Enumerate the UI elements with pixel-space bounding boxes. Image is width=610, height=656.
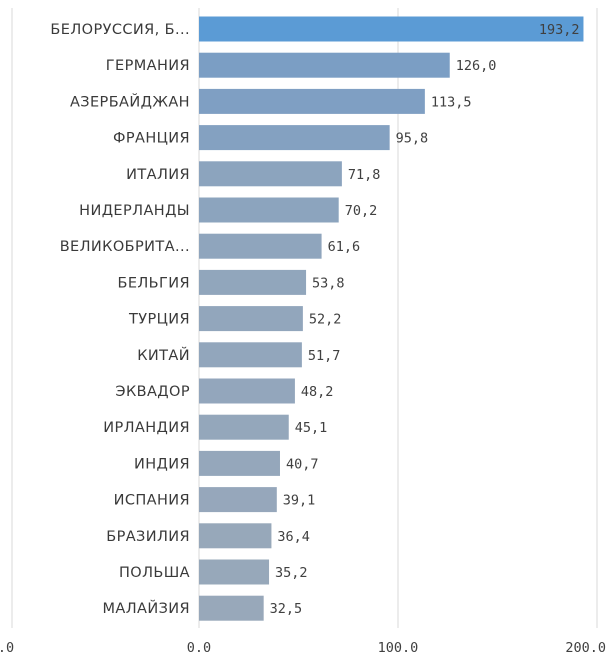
value-label: 39,1 xyxy=(283,493,316,509)
category-label: ИРЛАНДИЯ xyxy=(103,420,190,436)
bar xyxy=(199,16,584,42)
category-label: ФРАНЦИЯ xyxy=(113,131,190,147)
value-label: 126,0 xyxy=(456,58,497,74)
category-label: ИСПАНИЯ xyxy=(114,493,190,509)
value-labels: 193,2 126,0 113,5 95,8 71,8 70,2 61,6 53,8 52,2 5… xyxy=(270,22,580,617)
value-label: 40,7 xyxy=(286,456,319,472)
value-label: 71,8 xyxy=(348,167,381,183)
category-label: ЭКВАДОР xyxy=(115,384,190,400)
bars xyxy=(199,16,584,621)
value-label: 48,2 xyxy=(301,384,334,400)
bar xyxy=(199,88,425,114)
category-label: МАЛАЙЗИЯ xyxy=(102,599,190,617)
bar xyxy=(199,487,277,513)
value-label: 45,1 xyxy=(295,420,328,436)
bar xyxy=(199,523,272,549)
x-tick-label: 0.0 xyxy=(187,640,211,656)
x-tick-label: 200.0 xyxy=(565,640,606,656)
bar xyxy=(199,306,303,332)
bar xyxy=(199,233,322,259)
bar xyxy=(199,414,289,440)
category-labels: БЕЛОРУССИЯ, Б... ГЕРМАНИЯ АЗЕРБАЙДЖАН ФРАНЦ… xyxy=(50,22,190,617)
category-label: ВЕЛИКОБРИТА... xyxy=(60,239,190,255)
x-axis-ticks: .0 0.0 100.0 200.0 xyxy=(0,8,606,656)
value-label: 36,4 xyxy=(277,529,310,545)
category-label: ТУРЦИЯ xyxy=(128,312,190,328)
category-label: КИТАЙ xyxy=(137,346,190,364)
bar xyxy=(199,559,270,585)
category-label: ИТАЛИЯ xyxy=(126,167,190,183)
value-label: 95,8 xyxy=(396,131,429,147)
category-label: ГЕРМАНИЯ xyxy=(106,58,190,74)
bar xyxy=(199,378,295,404)
category-label: ПОЛЬША xyxy=(119,565,190,581)
value-label: 193,2 xyxy=(539,22,580,38)
value-label: 35,2 xyxy=(275,565,308,581)
bar xyxy=(199,197,339,223)
bar xyxy=(199,595,264,621)
value-label: 53,8 xyxy=(312,275,345,291)
bar xyxy=(199,161,342,187)
x-tick-label: 100.0 xyxy=(378,640,419,656)
value-label: 113,5 xyxy=(431,94,472,110)
category-label: БЕЛЬГИЯ xyxy=(117,275,190,291)
category-label: АЗЕРБАЙДЖАН xyxy=(70,92,190,110)
left-tick-label: .0 xyxy=(0,640,14,656)
category-label: БЕЛОРУССИЯ, Б... xyxy=(50,22,190,38)
bar xyxy=(199,125,390,151)
bar xyxy=(199,450,280,476)
bar xyxy=(199,269,307,295)
bar xyxy=(199,52,450,78)
category-label: ИНДИЯ xyxy=(134,456,190,472)
value-label: 70,2 xyxy=(345,203,378,219)
value-label: 52,2 xyxy=(309,312,342,328)
bar xyxy=(199,342,302,368)
value-label: 32,5 xyxy=(270,601,303,617)
value-label: 61,6 xyxy=(328,239,361,255)
category-label: НИДЕРЛАНДЫ xyxy=(79,203,190,219)
category-label: БРАЗИЛИЯ xyxy=(106,529,190,545)
value-label: 51,7 xyxy=(308,348,341,364)
